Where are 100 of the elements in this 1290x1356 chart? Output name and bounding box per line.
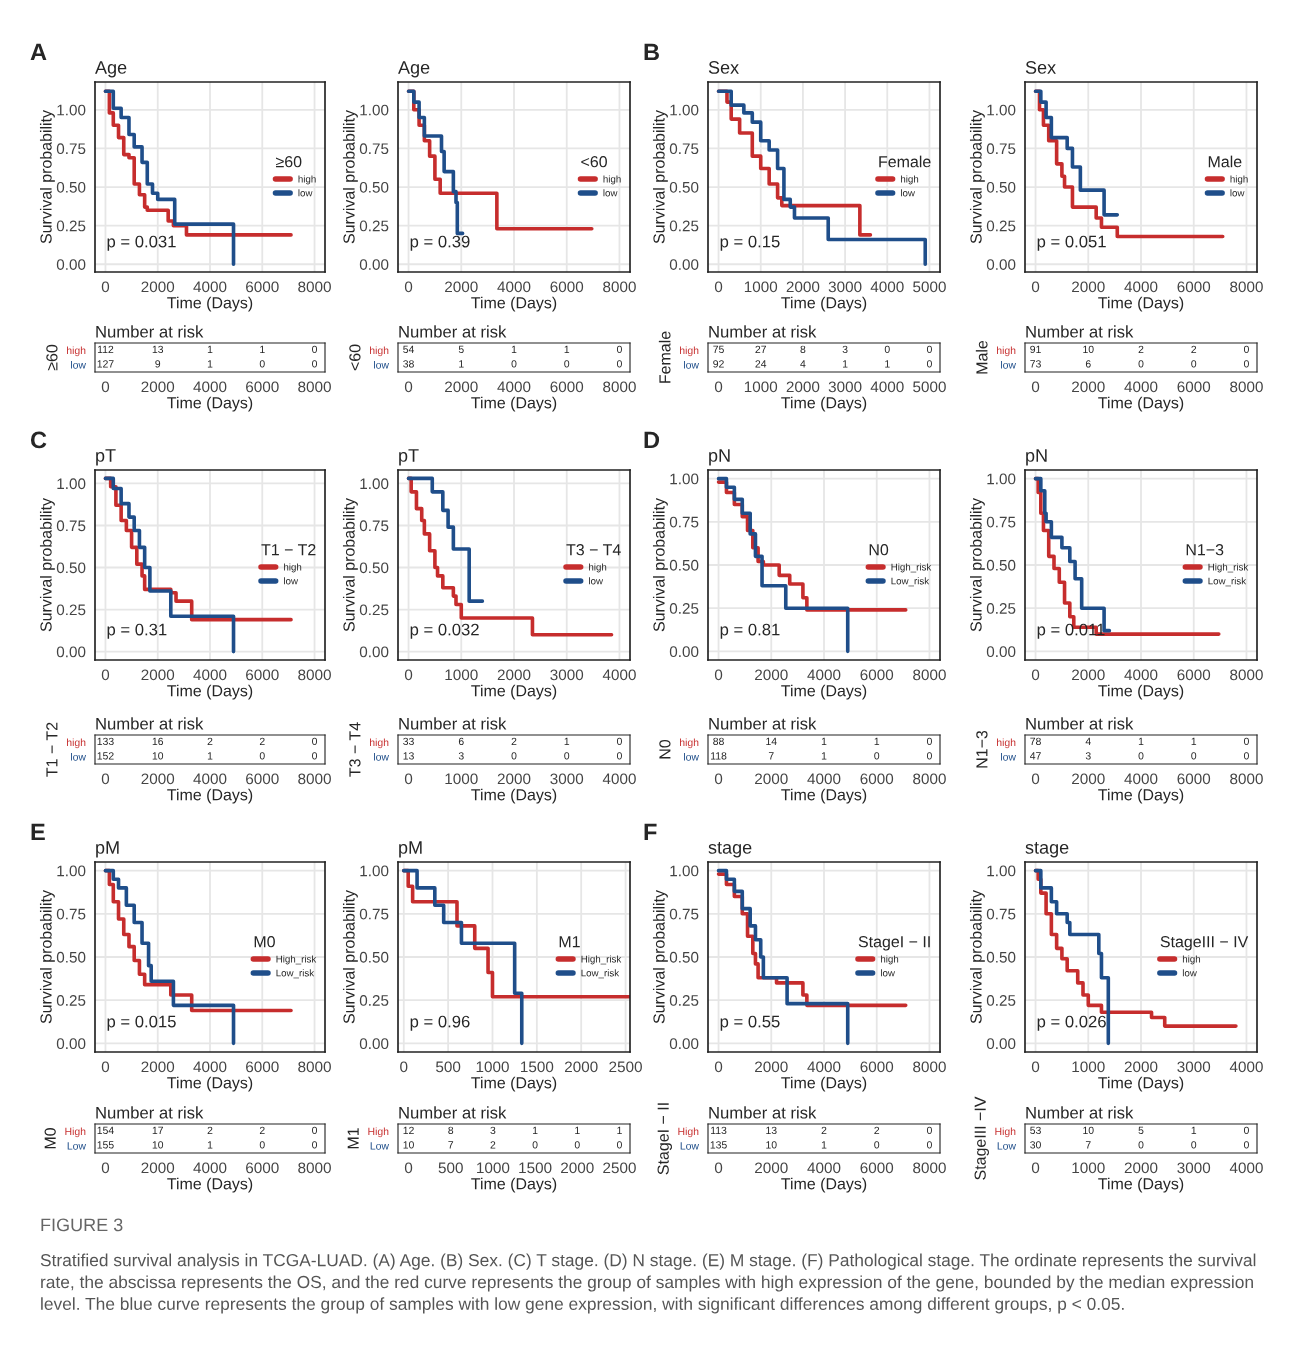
y-axis-title: Survival probability [39, 110, 55, 244]
data-label: 0 [926, 1126, 932, 1135]
data-label: 0 [926, 360, 932, 368]
legend-title: <60 [581, 156, 607, 168]
x-tick-label: 8000 [298, 281, 331, 293]
x-tick-label: 2000 [564, 1061, 598, 1073]
chart-title: pN [1026, 449, 1047, 466]
x-axis-title: Time (Days) [167, 684, 253, 700]
x-tick-label: 1500 [519, 1162, 552, 1174]
y-tick-label: 0.00 [986, 646, 1016, 658]
x-tick-label: 2000 [755, 1162, 788, 1174]
y-tick-label: high [997, 346, 1016, 357]
legend-label: High_risk [581, 955, 622, 965]
x-tick-label: 8000 [913, 669, 946, 681]
x-tick-label: 2000 [1072, 381, 1105, 393]
x-tick-label: 6000 [860, 773, 894, 785]
data-label: 0 [926, 737, 932, 746]
data-label: 3 [458, 752, 464, 760]
chart-title: Sex [1025, 61, 1056, 74]
data-label: 10 [152, 752, 164, 760]
x-tick-label: 4000 [193, 1162, 227, 1174]
data-label: 0 [616, 737, 622, 746]
x-tick-label: 6000 [1177, 773, 1211, 785]
y-tick-label: 0.25 [359, 604, 389, 616]
y-axis-title: StageIII −IV [974, 1096, 989, 1180]
y-tick-label: 0.75 [986, 908, 1016, 920]
y-tick-label: Low [370, 1142, 389, 1150]
x-tick-label: 2000 [755, 669, 788, 681]
data-label: 0 [616, 345, 622, 354]
y-tick-label: low [374, 752, 389, 761]
data-label: 112 [97, 345, 114, 353]
legend-title: StageI − II [858, 936, 930, 951]
x-tick-label: 8000 [603, 281, 636, 293]
data-label: 0 [1138, 360, 1144, 368]
data-label: 38 [403, 360, 414, 368]
y-tick-label: 0.00 [56, 1038, 86, 1050]
y-tick-label: 0.00 [359, 1038, 389, 1050]
y-tick-label: low [684, 752, 699, 761]
legend-label: low [298, 189, 313, 197]
data-label: 1 [532, 1126, 538, 1134]
x-tick-label: 2500 [603, 1162, 636, 1174]
data-label: 1 [564, 737, 570, 745]
x-tick-label: 0 [101, 1061, 110, 1073]
x-tick-label: 3000 [550, 669, 584, 681]
y-tick-label: 0.25 [986, 603, 1016, 614]
data-label: 1 [821, 737, 827, 745]
y-tick-label: high [67, 738, 86, 749]
data-label: 53 [1030, 1126, 1041, 1135]
y-tick-label: Low [67, 1142, 86, 1150]
y-axis-title: Survival probability [39, 498, 55, 632]
y-tick-label: 0.25 [56, 995, 86, 1006]
x-tick-label: 8000 [298, 669, 331, 681]
x-tick-label: 8000 [913, 773, 946, 785]
x-axis-title: Time (Days) [471, 788, 557, 804]
x-tick-label: 2000 [1072, 669, 1105, 681]
chart-title: Number at risk [709, 325, 817, 338]
y-tick-label: 0.75 [669, 908, 699, 920]
x-tick-label: 0 [404, 1162, 413, 1174]
annotation: p = 0.81 [720, 623, 780, 639]
y-tick-label: 0.75 [986, 516, 1016, 528]
legend-title: ≥60 [276, 156, 302, 168]
y-tick-label: high [370, 738, 389, 749]
x-axis-title: Time (Days) [471, 396, 557, 412]
y-axis-title: T1 − T2 [46, 722, 58, 777]
x-tick-label: 4000 [193, 669, 227, 681]
y-tick-label: 0.00 [669, 259, 699, 270]
data-label: 3 [490, 1126, 496, 1135]
data-label: 0 [312, 345, 318, 354]
y-axis-title: Survival probability [342, 890, 358, 1024]
y-tick-label: 0.25 [669, 220, 699, 232]
x-tick-label: 2000 [1124, 1162, 1158, 1174]
x-axis-title: Time (Days) [471, 1177, 557, 1193]
x-axis-title: Time (Days) [1098, 1076, 1184, 1092]
x-tick-label: 0 [1031, 773, 1040, 785]
legend-label: high [589, 563, 607, 573]
annotation: p = 0.031 [107, 235, 176, 251]
legend-label: high [901, 175, 919, 185]
legend-label: low [901, 189, 915, 197]
legend-title: Female [879, 155, 931, 168]
chart-title: stage [708, 841, 752, 858]
text: Stratified survival analysis in TCGA-LUAD. (A) Age. (B) Sex. (C) T stage. (D) N stage. (E) M stage. (F) Pathological stage. The ordinate represents the survival rate, the abscissa represents the OS, and the red curve represents the group of samples with high expression of the gene, bounded by the median expression level. The blue curve represents the group of samples with low gene expression, with significant differences among different groups, p < 0.05. [40, 1253, 1256, 1314]
x-tick-label: 6000 [246, 281, 279, 293]
x-axis-title: Time (Days) [1098, 788, 1184, 804]
y-tick-label: 0.75 [359, 908, 389, 920]
y-tick-label: 1.00 [670, 104, 699, 116]
data-label: 2 [821, 1126, 827, 1134]
y-tick-label: 1.00 [57, 478, 86, 490]
y-tick-label: low [71, 752, 86, 761]
chart-title: Number at risk [1026, 1106, 1134, 1119]
chart-title: pT [399, 449, 419, 466]
x-tick-label: 8000 [1230, 773, 1263, 785]
y-tick-label: 0.75 [986, 143, 1016, 155]
x-tick-label: 4000 [807, 1061, 841, 1073]
x-tick-label: 1000 [744, 281, 778, 293]
x-tick-label: 2000 [445, 281, 478, 293]
x-tick-label: 4000 [193, 281, 227, 293]
data-label: 3 [1085, 752, 1091, 760]
data-label: 54 [403, 345, 415, 354]
chart-title: Age [95, 61, 127, 78]
x-axis-title: Time (Days) [1098, 396, 1184, 412]
